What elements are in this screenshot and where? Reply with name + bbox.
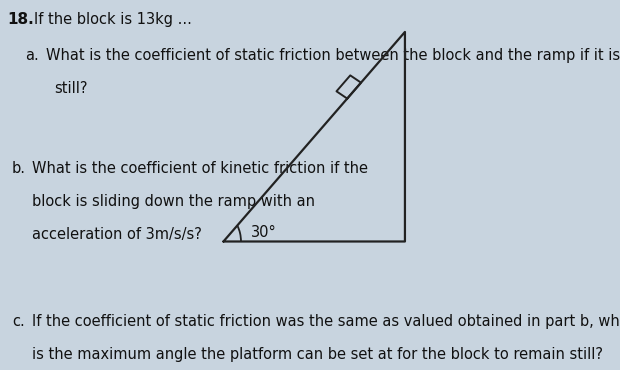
Text: What is the coefficient of static friction between the block and the ramp if it : What is the coefficient of static fricti… — [46, 48, 620, 63]
Text: If the coefficient of static friction was the same as valued obtained in part b,: If the coefficient of static friction wa… — [32, 314, 620, 329]
Text: c.: c. — [12, 314, 25, 329]
Text: 30°: 30° — [251, 225, 277, 240]
Text: still?: still? — [55, 81, 88, 96]
Text: is the maximum angle the platform can be set at for the block to remain still?: is the maximum angle the platform can be… — [32, 347, 603, 362]
Text: 18.: 18. — [7, 12, 35, 27]
Text: b.: b. — [12, 161, 26, 176]
Text: What is the coefficient of kinetic friction if the: What is the coefficient of kinetic frict… — [32, 161, 368, 176]
Text: acceleration of 3m/s/s?: acceleration of 3m/s/s? — [32, 227, 202, 242]
Text: a.: a. — [25, 48, 39, 63]
Text: block is sliding down the ramp with an: block is sliding down the ramp with an — [32, 194, 316, 209]
Text: If the block is 13kg ...: If the block is 13kg ... — [33, 12, 192, 27]
